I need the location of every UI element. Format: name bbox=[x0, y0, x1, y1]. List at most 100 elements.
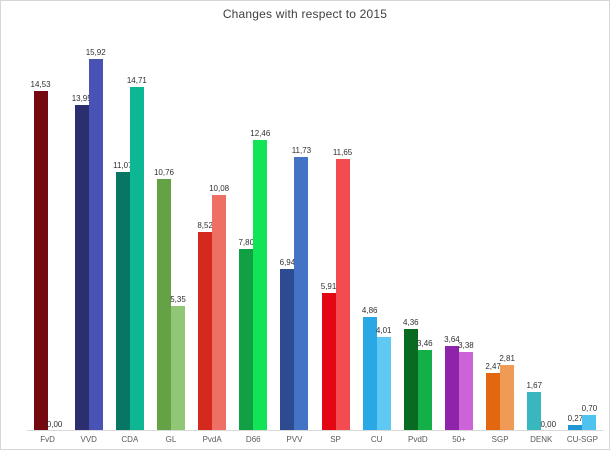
bar-current bbox=[568, 425, 583, 431]
bar-value-label: 2,81 bbox=[499, 354, 515, 363]
category-label: PVV bbox=[286, 435, 303, 444]
category-label: VVD bbox=[80, 435, 97, 444]
bar-slot-current: 3,64 bbox=[444, 335, 460, 431]
bar-group: 7,80 12,46 D66 bbox=[233, 1, 274, 449]
bar-reference bbox=[500, 365, 515, 431]
bar-pair: 3,64 3,38 bbox=[444, 19, 474, 431]
bar-slot-reference: 12,46 bbox=[250, 129, 270, 431]
bar-reference bbox=[129, 87, 144, 431]
bar-slot-current: 7,80 bbox=[238, 238, 254, 431]
bar-value-label: 0,00 bbox=[540, 420, 557, 429]
bar-current bbox=[444, 346, 459, 431]
plot-area: 14,53 0,00 FvD 13,95 15,92 VVD 11, bbox=[27, 1, 603, 449]
bar-value-label: 4,86 bbox=[361, 306, 378, 315]
bar-current bbox=[403, 329, 418, 431]
category-label: CU-SGP bbox=[566, 435, 598, 444]
category-label: FvD bbox=[40, 435, 55, 444]
bar-group: 6,94 11,73 PVV bbox=[274, 1, 315, 449]
bar-groups-container: 14,53 0,00 FvD 13,95 15,92 VVD 11, bbox=[27, 1, 603, 449]
category-label: 50+ bbox=[452, 435, 466, 444]
bar-reference bbox=[458, 352, 473, 431]
bar-reference bbox=[582, 415, 597, 431]
bar-value-label: 5,35 bbox=[170, 295, 186, 304]
bar-group: 11,07 14,71 CDA bbox=[109, 1, 150, 449]
bar-slot-reference: 10,08 bbox=[209, 184, 229, 431]
bar-slot-current: 14,53 bbox=[31, 80, 51, 431]
bar-group: 4,36 3,46 PvdD bbox=[397, 1, 438, 449]
bar-reference bbox=[212, 195, 227, 431]
bar-reference bbox=[335, 159, 350, 431]
bar-slot-reference: 5,35 bbox=[170, 295, 186, 431]
chart-title: Changes with respect to 2015 bbox=[222, 7, 388, 21]
bar-value-label: 2,47 bbox=[485, 362, 501, 371]
bar-slot-current: 11,07 bbox=[113, 161, 133, 431]
category-label: SP bbox=[330, 435, 341, 444]
bar-slot-reference: 3,38 bbox=[458, 341, 474, 431]
bar-pair: 0,27 0,70 bbox=[568, 19, 597, 431]
bar-slot-reference: 4,01 bbox=[376, 326, 391, 431]
bar-slot-reference: 11,65 bbox=[333, 148, 352, 431]
bar-slot-current: 2,47 bbox=[485, 362, 501, 431]
bar-group: 1,67 0,00 DENK bbox=[521, 1, 562, 449]
bar-slot-current: 13,95 bbox=[72, 94, 92, 431]
bar-value-label: 15,92 bbox=[85, 48, 106, 57]
bar-current bbox=[527, 392, 542, 431]
bar-slot-current: 4,36 bbox=[403, 318, 419, 431]
bar-slot-reference: 15,92 bbox=[86, 48, 106, 431]
bar-value-label: 1,67 bbox=[526, 381, 543, 390]
bar-pair: 11,07 14,71 bbox=[113, 19, 147, 431]
category-label: PvdA bbox=[202, 435, 222, 444]
bar-current bbox=[156, 179, 171, 431]
bar-pair: 10,76 5,35 bbox=[154, 19, 186, 431]
category-label: GL bbox=[165, 435, 177, 444]
bar-value-label: 13,95 bbox=[71, 94, 92, 103]
bar-current bbox=[280, 269, 295, 431]
bar-value-label: 14,53 bbox=[30, 80, 51, 89]
bar-slot-current: 8,52 bbox=[197, 221, 213, 431]
bar-pair: 5,91 11,65 bbox=[320, 19, 352, 431]
bar-pair: 6,94 11,73 bbox=[280, 19, 311, 431]
bar-slot-reference: 11,73 bbox=[292, 146, 311, 431]
bar-value-label: 3,38 bbox=[458, 341, 474, 350]
bar-pair: 8,52 10,08 bbox=[197, 19, 229, 431]
category-label: DENK bbox=[530, 435, 553, 444]
category-label: CDA bbox=[121, 435, 139, 444]
bar-current bbox=[486, 373, 501, 431]
bar-slot-current: 10,76 bbox=[154, 168, 174, 431]
bar-group: 13,95 15,92 VVD bbox=[68, 1, 109, 449]
bar-value-label: 11,07 bbox=[113, 161, 133, 170]
bar-reference bbox=[376, 337, 391, 431]
bar-slot-current: 4,86 bbox=[362, 306, 377, 431]
bar-value-label: 4,01 bbox=[375, 326, 392, 335]
bar-group: 5,91 11,65 SP bbox=[315, 1, 356, 449]
x-axis-line bbox=[27, 430, 603, 431]
bar-pair: 7,80 12,46 bbox=[238, 19, 270, 431]
bar-group: 2,47 2,81 SGP bbox=[480, 1, 521, 449]
bar-reference bbox=[417, 350, 432, 431]
bar-value-label: 3,64 bbox=[444, 335, 460, 344]
bar-slot-reference: 0,70 bbox=[582, 404, 597, 431]
bar-value-label: 0,00 bbox=[46, 420, 63, 429]
bar-pair: 13,95 15,92 bbox=[72, 19, 106, 431]
bar-value-label: 11,65 bbox=[332, 148, 353, 157]
bar-value-label: 11,73 bbox=[291, 146, 312, 155]
bar-pair: 1,67 0,00 bbox=[526, 19, 557, 431]
category-label: SGP bbox=[491, 435, 509, 444]
bar-value-label: 12,46 bbox=[250, 129, 271, 138]
bar-current bbox=[239, 249, 254, 431]
bar-group: 0,27 0,70 CU-SGP bbox=[562, 1, 603, 449]
bar-current bbox=[115, 172, 130, 431]
bar-slot-current: 1,67 bbox=[526, 381, 542, 431]
bar-value-label: 5,91 bbox=[320, 282, 337, 291]
bar-current bbox=[362, 317, 377, 431]
bar-value-label: 4,36 bbox=[403, 318, 419, 327]
bar-pair: 2,47 2,81 bbox=[485, 19, 515, 431]
bar-value-label: 0,70 bbox=[581, 404, 598, 413]
bar-value-label: 7,80 bbox=[238, 238, 255, 247]
bar-pair: 4,86 4,01 bbox=[362, 19, 391, 431]
bar-reference bbox=[170, 306, 185, 431]
bar-slot-reference: 2,81 bbox=[499, 354, 515, 431]
bar-group: 3,64 3,38 50+ bbox=[438, 1, 479, 449]
bar-pair: 14,53 0,00 bbox=[31, 19, 63, 431]
